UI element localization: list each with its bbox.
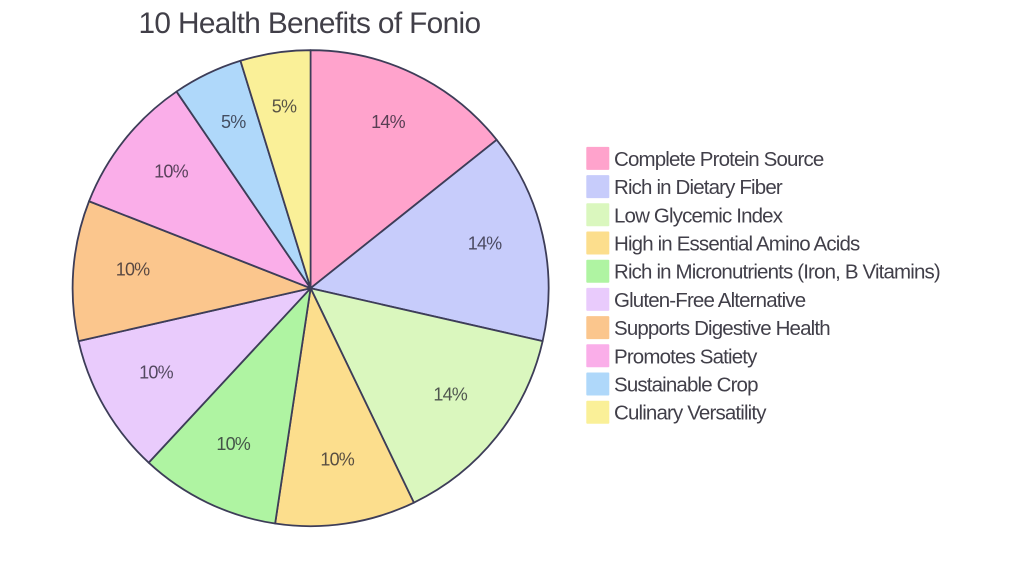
svg-text:Rich in Micronutrients (Iron,: Rich in Micronutrients (Iron, B Vitamins…	[614, 261, 940, 284]
svg-text:14%: 14%	[433, 384, 467, 404]
svg-text:10 Health Benefits of Fonio: 10 Health Benefits of Fonio	[139, 7, 481, 40]
svg-text:10%: 10%	[139, 362, 173, 382]
svg-text:10%: 10%	[116, 260, 150, 280]
svg-text:5%: 5%	[221, 112, 246, 132]
svg-text:10%: 10%	[154, 162, 188, 182]
svg-text:14%: 14%	[468, 233, 502, 253]
svg-text:Promotes Satiety: Promotes Satiety	[614, 345, 758, 368]
svg-text:Gluten-Free Alternative: Gluten-Free Alternative	[614, 289, 806, 312]
svg-text:Culinary Versatility: Culinary Versatility	[614, 402, 767, 425]
svg-text:High in Essential Amino Acids: High in Essential Amino Acids	[614, 233, 860, 256]
svg-text:Supports Digestive Health: Supports Digestive Health	[614, 317, 830, 340]
svg-text:Complete Protein Source: Complete Protein Source	[614, 148, 824, 171]
svg-text:10%: 10%	[216, 434, 250, 454]
svg-text:Low Glycemic Index: Low Glycemic Index	[614, 204, 784, 227]
svg-text:Sustainable Crop: Sustainable Crop	[614, 374, 758, 397]
svg-text:14%: 14%	[371, 112, 405, 132]
svg-text:5%: 5%	[272, 97, 297, 117]
svg-text:Rich in Dietary Fiber: Rich in Dietary Fiber	[614, 176, 783, 199]
svg-text:10%: 10%	[320, 450, 354, 470]
